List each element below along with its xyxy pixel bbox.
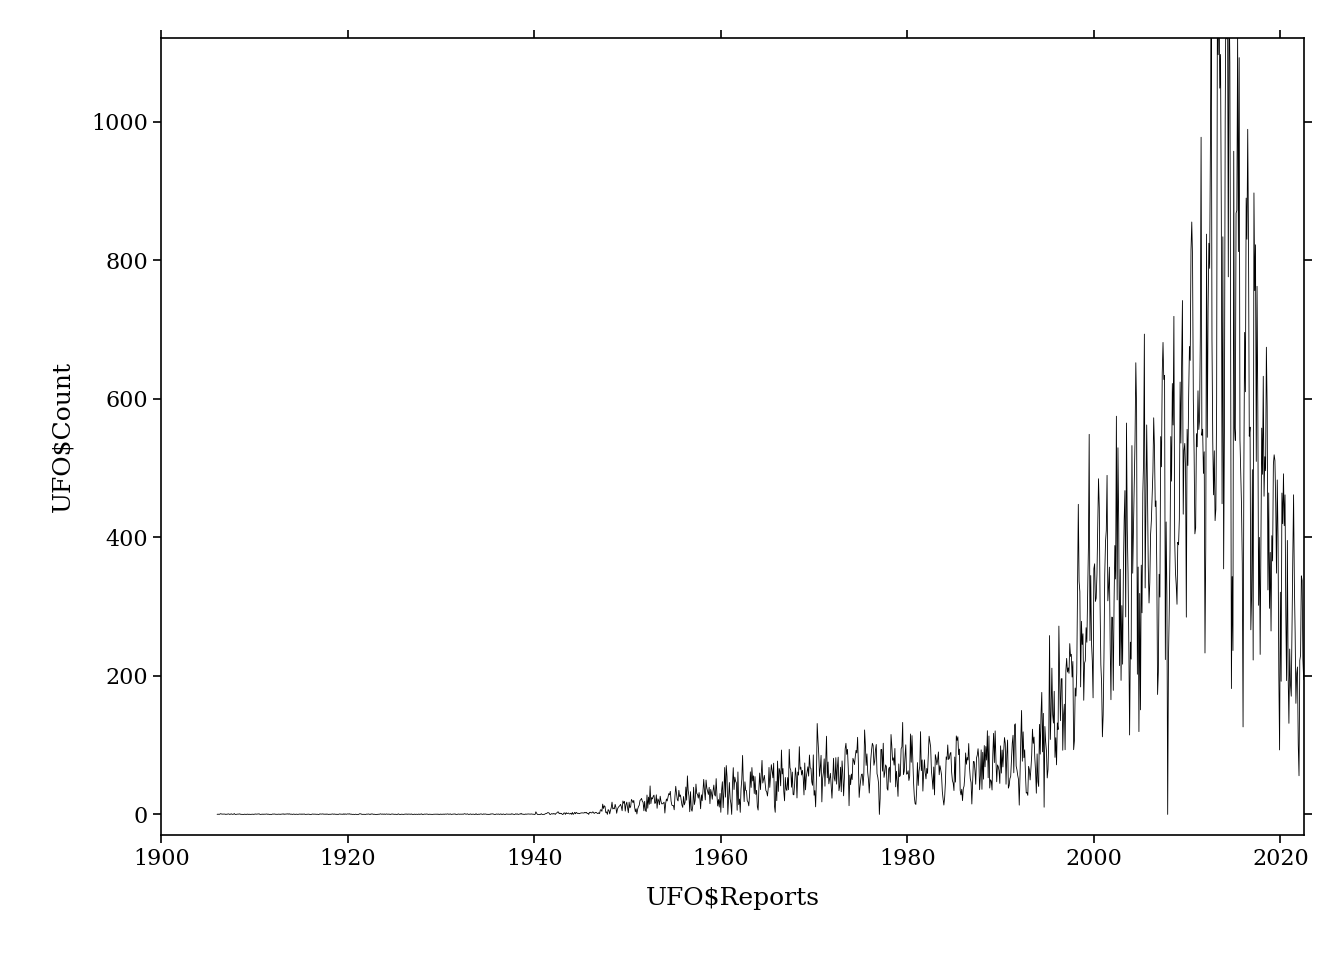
Y-axis label: UFO$Count: UFO$Count xyxy=(51,361,74,513)
X-axis label: UFO$Reports: UFO$Reports xyxy=(645,887,820,910)
